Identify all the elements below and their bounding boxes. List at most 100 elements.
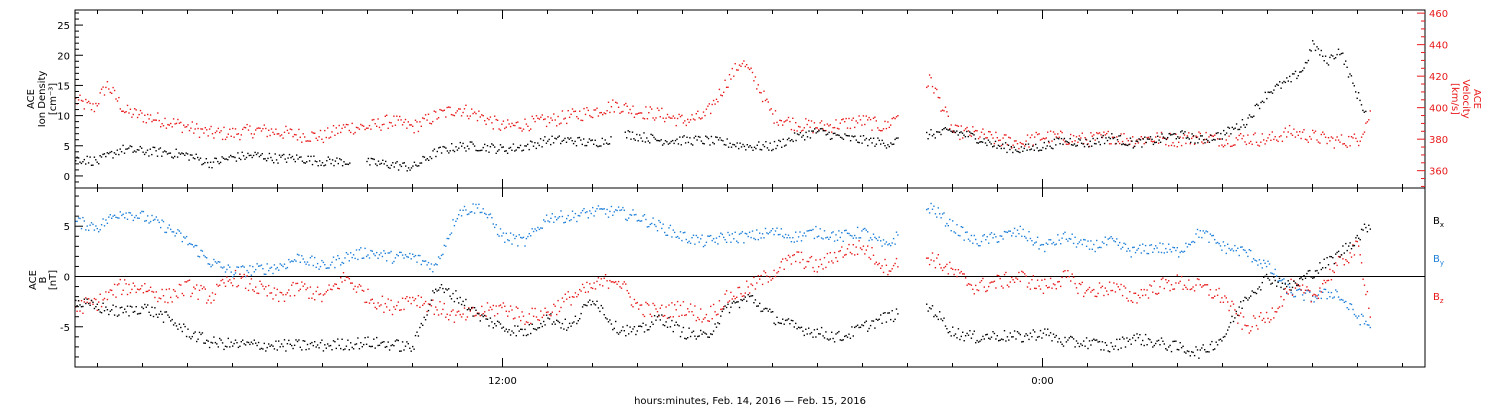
data-point: [931, 85, 934, 88]
data-point: [1072, 144, 1074, 146]
data-point: [708, 320, 710, 322]
data-point: [1049, 332, 1052, 334]
data-point: [639, 304, 641, 306]
data-point: [751, 295, 754, 297]
data-point: [1192, 135, 1195, 137]
data-point: [112, 86, 114, 89]
data-point: [1036, 147, 1038, 149]
data-point: [566, 217, 568, 220]
data-point: [1137, 337, 1140, 339]
data-point: [1139, 334, 1141, 336]
data-point: [832, 337, 834, 340]
data-point: [1119, 241, 1121, 244]
data-point: [1009, 230, 1011, 232]
data-point: [198, 159, 200, 161]
data-point: [291, 128, 293, 131]
data-point: [384, 302, 386, 305]
data-point: [784, 319, 787, 322]
data-point: [626, 324, 628, 327]
data-point: [1366, 231, 1369, 233]
data-point: [407, 167, 410, 169]
data-point: [285, 125, 287, 128]
data-point: [1254, 317, 1256, 319]
data-point: [1010, 146, 1012, 148]
data-point: [704, 244, 706, 247]
data-point: [191, 292, 193, 295]
data-point: [537, 327, 539, 329]
data-point: [831, 232, 833, 234]
data-point: [769, 231, 771, 234]
data-point: [255, 268, 257, 271]
data-point: [479, 211, 481, 214]
data-point: [1098, 141, 1100, 143]
data-point: [1065, 143, 1068, 145]
data-point: [1234, 309, 1236, 311]
data-point: [619, 286, 621, 288]
data-point: [1179, 280, 1181, 283]
data-point: [274, 153, 276, 155]
data-point: [1182, 137, 1184, 139]
data-point: [88, 298, 90, 300]
data-point: [338, 257, 340, 260]
data-point: [623, 281, 625, 283]
data-point: [178, 152, 180, 154]
data-point: [1080, 343, 1082, 345]
data-point: [1247, 325, 1249, 327]
data-point: [583, 286, 585, 289]
magnetic-field-axis: -505: [60, 195, 83, 358]
data-point: [324, 293, 326, 295]
data-point: [973, 130, 975, 133]
data-point: [121, 214, 123, 217]
data-point: [705, 333, 708, 335]
data-point: [1156, 132, 1158, 134]
data-point: [712, 303, 715, 306]
data-point: [358, 128, 361, 130]
data-point: [511, 122, 513, 125]
data-point: [793, 129, 795, 132]
data-point: [1221, 340, 1223, 342]
data-point: [83, 220, 85, 222]
data-point: [190, 127, 192, 129]
data-point: [1077, 141, 1079, 143]
data-point: [337, 255, 339, 257]
data-point: [820, 237, 823, 239]
data-point: [489, 116, 492, 118]
data-point: [881, 265, 883, 267]
data-point: [324, 344, 326, 346]
data-point: [285, 267, 287, 270]
data-point: [472, 306, 474, 309]
data-point: [272, 131, 274, 134]
data-point: [442, 308, 444, 311]
data-point: [171, 318, 173, 321]
data-point: [545, 214, 548, 216]
data-point: [759, 278, 761, 280]
data-point: [761, 233, 764, 235]
data-point: [959, 138, 961, 141]
data-point: [851, 253, 853, 255]
data-point: [705, 313, 708, 316]
data-point: [926, 208, 928, 211]
data-point: [479, 315, 481, 317]
data-point: [219, 261, 221, 263]
data-point: [1202, 142, 1204, 145]
data-point: [486, 117, 489, 120]
data-point: [406, 296, 408, 298]
data-point: [714, 311, 716, 313]
data-point: [790, 319, 793, 322]
data-point: [1112, 137, 1114, 140]
data-point: [861, 324, 863, 326]
data-point: [1356, 317, 1358, 319]
data-point: [153, 146, 156, 149]
data-point: [590, 287, 592, 289]
data-point: [1237, 139, 1239, 141]
data-point: [1070, 238, 1072, 240]
data-point: [791, 139, 793, 141]
data-point: [1013, 227, 1016, 230]
data-point: [1350, 256, 1353, 258]
data-point: [562, 139, 565, 141]
data-point: [990, 281, 993, 283]
data-point: [1270, 319, 1272, 321]
data-point: [161, 313, 163, 315]
data-point: [933, 92, 935, 94]
data-point: [1052, 283, 1055, 285]
